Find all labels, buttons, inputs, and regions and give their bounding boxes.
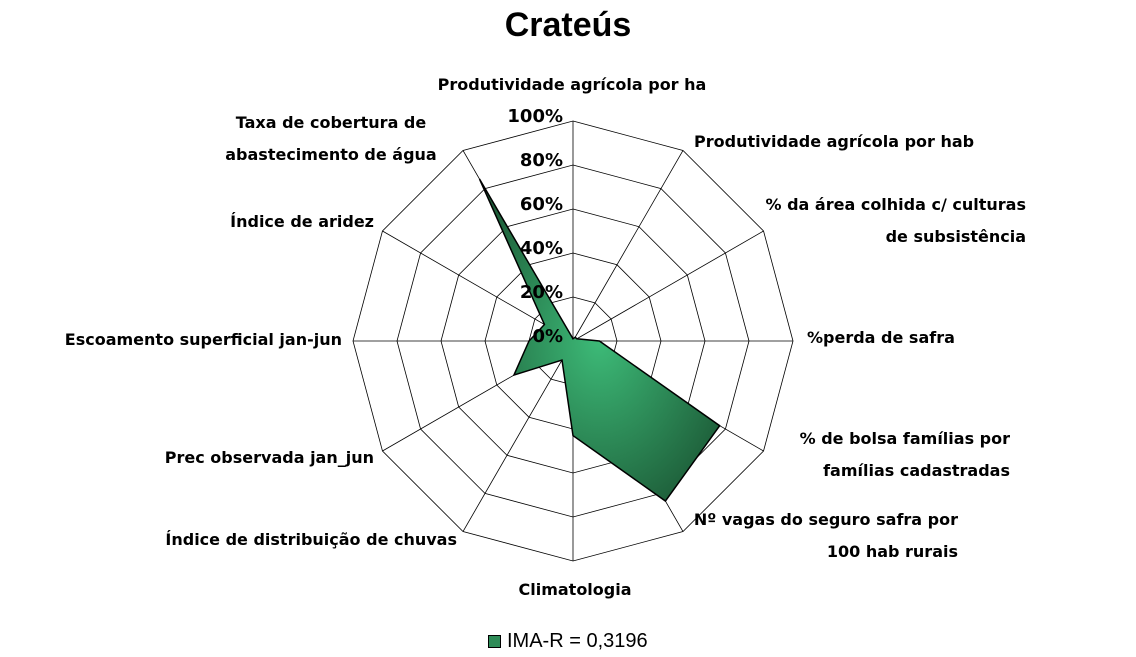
axis-label: % da área colhida c/ culturas de subsist… <box>765 195 1027 246</box>
axis-label: Produtividade agrícola por ha <box>437 75 707 94</box>
series-area <box>478 178 721 503</box>
axis-label: Produtividade agrícola por hab <box>694 132 975 151</box>
spoke <box>462 340 574 532</box>
spoke <box>382 230 574 342</box>
legend-label: IMA-R = 0,3196 <box>507 630 648 652</box>
axis-label: % de bolsa famílias por famílias cadastr… <box>799 429 1010 480</box>
axis-label: Índice de aridez <box>230 212 374 231</box>
spoke <box>572 150 684 342</box>
axis-label: Índice de distribuição de chuvas <box>165 530 457 549</box>
legend: IMA-R = 0,3196 <box>488 630 648 653</box>
axis-label: %perda de safra <box>807 328 955 347</box>
tick-label: 100% <box>507 106 563 127</box>
axis-label: Climatologia <box>518 580 632 599</box>
spoke <box>572 230 764 342</box>
tick-label: 80% <box>520 150 563 171</box>
axis-label: Taxa de cobertura de abastecimento de ág… <box>225 113 437 164</box>
tick-label: 20% <box>520 282 563 303</box>
axis-label: Prec observada jan_jun <box>164 448 374 467</box>
axis-label: Nº vagas do seguro safra por 100 hab rur… <box>693 510 958 561</box>
chart-title: Crateús <box>504 6 632 44</box>
axis-label: Escoamento superficial jan-jun <box>64 330 342 349</box>
tick-label: 40% <box>520 238 563 259</box>
tick-label: 60% <box>520 194 563 215</box>
tick-label: 0% <box>532 326 563 347</box>
legend-swatch <box>488 635 501 648</box>
